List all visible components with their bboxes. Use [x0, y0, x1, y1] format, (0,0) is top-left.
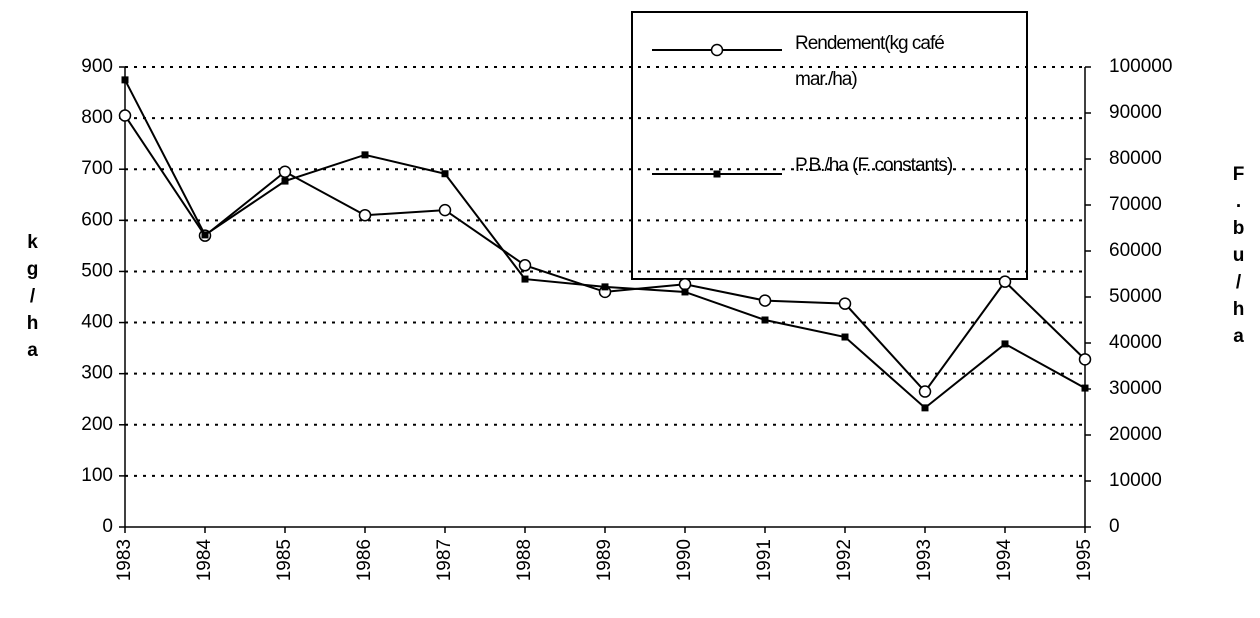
- x-tick-label: 1992: [834, 539, 855, 581]
- y-tick-label: 600: [81, 209, 113, 230]
- x-tick-label: 1983: [114, 539, 135, 581]
- y2-tick-label: 60000: [1109, 240, 1162, 261]
- y-tick-label: 700: [81, 158, 113, 179]
- point: [518, 259, 532, 272]
- point: [361, 151, 369, 159]
- y-tick-label: 0: [102, 516, 113, 537]
- y-tick-label: 200: [81, 414, 113, 435]
- point: [918, 385, 932, 398]
- x-tick-label: 1994: [994, 539, 1015, 582]
- point: [681, 288, 689, 296]
- x-tick-label: 1995: [1074, 539, 1095, 581]
- x-tick-label: 1986: [354, 539, 375, 581]
- point: [841, 333, 849, 341]
- y-tick-label: 800: [81, 107, 113, 128]
- point: [678, 277, 692, 291]
- point: [758, 294, 772, 307]
- point: [521, 275, 529, 283]
- point: [438, 203, 452, 217]
- point: [601, 283, 609, 291]
- x-tick-label: 1991: [754, 539, 775, 581]
- y2-tick-label: 100000: [1109, 56, 1172, 77]
- point: [441, 170, 449, 178]
- point: [278, 165, 292, 179]
- point: [1001, 340, 1009, 348]
- y2-tick-label: 0: [1109, 516, 1120, 537]
- x-tick-label: 1988: [514, 539, 535, 581]
- point: [1078, 353, 1092, 366]
- y-axis-label: kg/ha: [22, 232, 43, 367]
- y2-tick-label: 90000: [1109, 102, 1162, 123]
- y-tick-label: 400: [81, 312, 113, 333]
- y-tick-label: 900: [81, 56, 113, 77]
- legend-box: [631, 11, 1028, 280]
- y2-tick-label: 20000: [1109, 424, 1162, 445]
- y-tick-label: 300: [81, 363, 113, 384]
- legend-label: Rendement(kg café mar./ha): [795, 33, 945, 90]
- y2-tick-label: 70000: [1109, 194, 1162, 215]
- x-tick-label: 1990: [674, 539, 695, 581]
- x-tick-label: 1984: [194, 539, 215, 582]
- point: [921, 404, 929, 412]
- point: [358, 208, 372, 222]
- point: [998, 275, 1012, 288]
- point: [118, 109, 132, 122]
- point: [838, 297, 852, 310]
- point: [1081, 384, 1089, 392]
- y2-tick-label: 30000: [1109, 378, 1162, 399]
- y2-tick-label: 40000: [1109, 332, 1162, 353]
- y2-tick-label: 10000: [1109, 470, 1162, 491]
- point: [281, 177, 289, 185]
- y2-tick-label: 80000: [1109, 148, 1162, 169]
- x-tick-label: 1993: [914, 539, 935, 581]
- x-tick-label: 1985: [274, 539, 295, 581]
- legend-label: P.B./ha (F. constants): [795, 155, 953, 176]
- y-tick-label: 100: [81, 465, 113, 486]
- point: [201, 231, 209, 239]
- legend-marker: [710, 43, 724, 57]
- y2-tick-label: 50000: [1109, 286, 1162, 307]
- x-tick-label: 1989: [594, 539, 615, 581]
- x-tick-label: 1987: [434, 539, 455, 581]
- y-tick-label: 500: [81, 260, 113, 281]
- legend-marker: [713, 170, 721, 178]
- y2-axis-label: F.bu/ha: [1228, 164, 1249, 353]
- point: [761, 316, 769, 324]
- point: [121, 76, 129, 84]
